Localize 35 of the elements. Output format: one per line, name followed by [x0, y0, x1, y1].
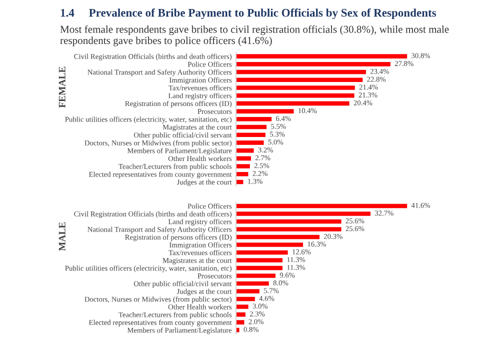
bar — [236, 227, 342, 232]
bar — [236, 219, 342, 224]
bar — [236, 304, 248, 309]
bar — [236, 204, 408, 208]
bar — [236, 93, 354, 98]
bar — [236, 62, 390, 66]
bar — [236, 296, 255, 302]
bar — [236, 116, 272, 122]
bar — [236, 124, 267, 130]
bar — [236, 164, 250, 168]
bar — [236, 132, 266, 138]
bar — [236, 258, 282, 262]
y-axis-title: FEMALE — [58, 66, 66, 108]
bar — [236, 140, 264, 145]
bar — [236, 70, 366, 74]
bar — [236, 156, 251, 161]
bar — [236, 250, 288, 255]
bar — [236, 281, 269, 286]
bar — [236, 320, 244, 324]
bar — [236, 242, 304, 247]
bar — [236, 101, 350, 106]
bar — [236, 54, 408, 58]
y-axis-title: MALE — [58, 222, 66, 251]
bar — [236, 274, 276, 278]
bar — [236, 86, 355, 90]
bar — [236, 234, 320, 240]
bar — [236, 289, 260, 294]
bar — [236, 148, 254, 153]
chart-title: 1.4 Prevalence of Bribe Payment to Public Officials by Sex of Respondents — [60, 8, 436, 20]
bar — [236, 212, 370, 216]
bar — [236, 266, 282, 270]
bar — [236, 109, 294, 114]
bar — [236, 172, 248, 176]
chart-subtitle: Most female respondents gave bribes to civil registration officials (30.8%), while most male respondents gave bribes to police officers (41.6%) — [60, 25, 449, 46]
bar — [236, 78, 363, 82]
